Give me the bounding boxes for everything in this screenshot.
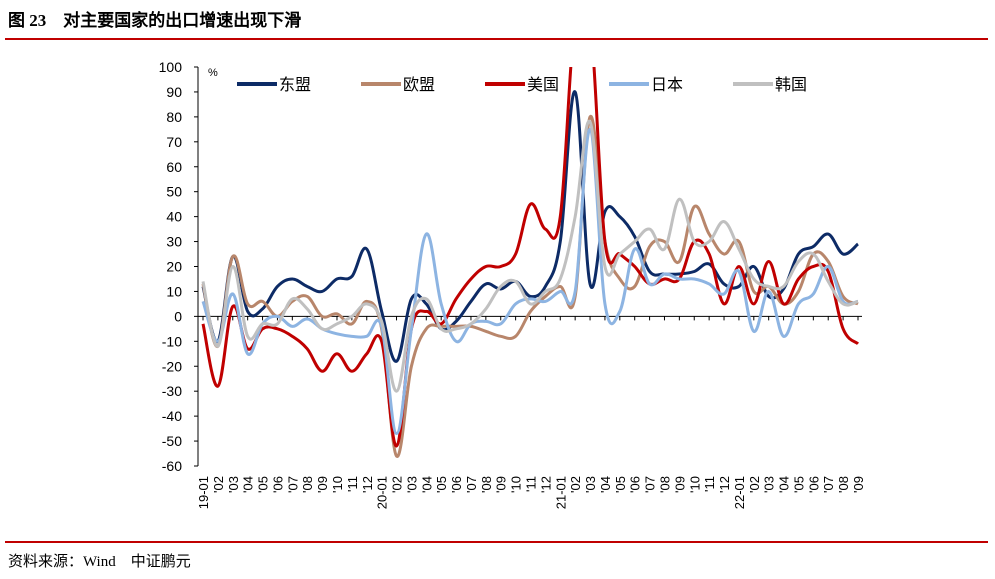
x-tick-label: 20-01 [375,476,390,509]
x-tick-label: '02 [211,476,226,493]
series-line [201,119,859,393]
legend-label: 欧盟 [403,76,435,94]
y-tick-label: -30 [162,383,182,399]
x-tick-label: '10 [330,476,345,493]
x-tick-label: '03 [404,476,419,493]
y-tick-label: 60 [166,159,182,175]
x-tick-label: '05 [791,476,806,493]
x-tick-label: '05 [434,476,449,493]
plot [201,67,860,458]
y-tick-label: -50 [162,433,182,449]
x-tick-label: '08 [300,476,315,493]
x-tick-label: '02 [747,476,762,493]
x-tick-label: '07 [643,476,658,493]
x-tick-label: '04 [777,476,792,493]
legend-label: 韩国 [775,76,807,94]
x-tick-label: '03 [583,476,598,493]
x-tick-label: '10 [509,476,524,493]
x-tick-label: '11 [345,476,360,492]
y-tick-label: -20 [162,358,182,374]
x-tick-label: '10 [687,476,702,493]
y-tick-label: 80 [166,109,182,125]
x-tick-label: '07 [464,476,479,493]
source: 资料来源：Wind 中证鹏元 [8,554,191,570]
x-tick-label: '08 [836,476,851,493]
x-tick-label: '03 [226,476,241,493]
x-tick-label: '05 [613,476,628,493]
x-tick-label: '09 [851,476,866,493]
x-tick-label: '07 [285,476,300,493]
x-tick-label: 19-01 [196,476,211,509]
series-line [201,67,860,448]
legend-label: 日本 [651,76,683,94]
y-tick-label: 50 [166,184,182,200]
y-unit: % [208,67,218,79]
x-tick-label: '06 [628,476,643,493]
x-tick-label: '07 [821,476,836,493]
x-tick-label: '02 [568,476,583,493]
x-tick-label: '04 [241,476,256,493]
x-tick-label: '08 [479,476,494,493]
y-tick-label: 20 [166,259,182,275]
x-tick-label: '12 [360,476,375,493]
x-tick-label: '05 [256,476,271,493]
chart-title: 图 23 对主要国家的出口增速出现下滑 [8,11,302,30]
x-tick-label: '11 [524,476,539,492]
x-tick-label: '06 [806,476,821,493]
y-tick-label: -10 [162,333,182,349]
y-tick-label: 0 [174,308,182,324]
y-tick-label: -60 [162,458,182,474]
x-tick-label: 21-01 [553,476,568,509]
series-line [201,115,859,458]
x-tick-label: '09 [672,476,687,493]
y-tick-label: 30 [166,234,182,250]
y-tick-label: 100 [159,59,183,75]
x-tick-label: '09 [494,476,509,493]
x-tick-label: '06 [270,476,285,493]
x-tick-label: '11 [702,476,717,492]
x-tick-label: '04 [598,476,613,493]
y-tick-label: 10 [166,283,182,299]
y-tick-label: -40 [162,408,182,424]
x-tick-label: '04 [419,476,434,493]
x-tick-label: '03 [762,476,777,493]
title-rule [5,38,988,40]
x-tick-label: '08 [657,476,672,493]
y-tick-label: 40 [166,209,182,225]
x-tick-label: '06 [449,476,464,493]
x-tick-label: 22-01 [732,476,747,509]
y-tick-label: 70 [166,134,182,150]
source-rule [5,541,988,543]
x-tick-label: '12 [717,476,732,493]
legend-label: 美国 [527,76,559,94]
y-tick-label: 90 [166,84,182,100]
x-tick-label: '09 [315,476,330,493]
legend-label: 东盟 [279,76,311,94]
x-tick-label: '02 [390,476,405,493]
chart: -60 -50 -40 -30 -20 -10 0 10 20 30 40 50 60 70 80 90 100… [159,59,866,509]
x-tick-label: '12 [538,476,553,493]
